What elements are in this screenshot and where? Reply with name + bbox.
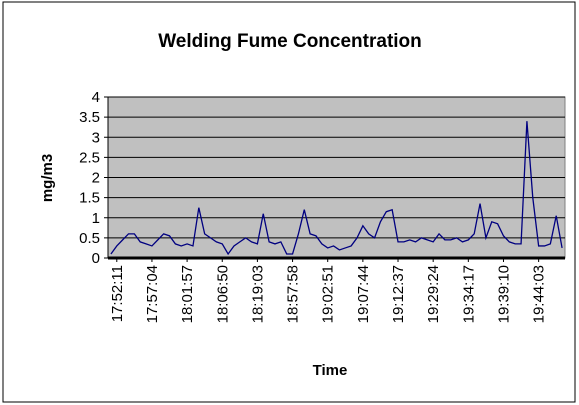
x-tick-label: 18:19:03 — [249, 265, 266, 323]
y-tick-label: 0.5 — [79, 230, 100, 247]
x-tick-label: 17:52:11 — [109, 265, 126, 322]
y-tick-label: 2.5 — [79, 149, 100, 166]
chart-title: Welding Fume Concentration — [158, 31, 422, 52]
x-tick-label: 18:06:50 — [214, 265, 231, 323]
y-tick-label: 1 — [92, 210, 100, 227]
x-axis-title: Time — [313, 362, 348, 379]
data-line — [110, 121, 563, 256]
y-tick-label: 1.5 — [79, 190, 100, 207]
y-tick-label: 3.5 — [79, 109, 100, 126]
y-tick-label: 2 — [92, 170, 100, 187]
y-tick-label: 4 — [92, 89, 100, 106]
x-tick-label: 19:12:37 — [390, 265, 407, 323]
x-tick-label: 19:07:44 — [355, 265, 372, 323]
x-tick-label: 19:39:10 — [495, 265, 512, 323]
x-tick-label: 19:34:17 — [460, 265, 477, 323]
x-tick-label: 19:44:03 — [531, 265, 548, 323]
y-tick-label: 3 — [92, 129, 100, 146]
x-tick-label: 19:02:51 — [320, 265, 337, 323]
x-tick-label: 18:57:58 — [285, 265, 302, 323]
y-axis-title: mg/m3 — [39, 154, 56, 202]
x-tick-label: 18:01:57 — [179, 265, 196, 323]
x-tick-label: 19:29:24 — [425, 265, 442, 323]
y-tick-label: 0 — [92, 250, 100, 267]
x-tick-label: 17:57:04 — [144, 265, 161, 323]
